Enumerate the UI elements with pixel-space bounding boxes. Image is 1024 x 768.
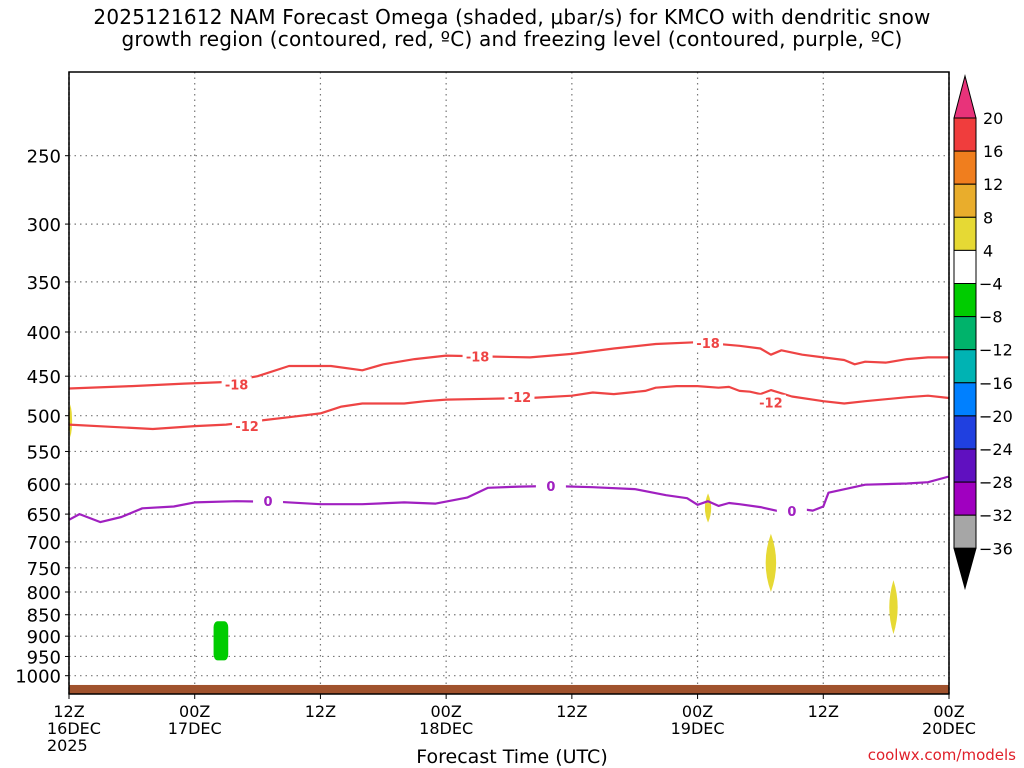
x-tick-label: 19DEC [671, 719, 725, 738]
x-tick-label: 12Z [808, 702, 839, 721]
y-tick-label: 350 [27, 273, 61, 294]
x-tick-label: 12Z [305, 702, 336, 721]
contour-label: -12 [235, 420, 259, 435]
contour-line [68, 385, 950, 431]
colorbar-label: −8 [979, 308, 1003, 327]
x-tick-label: 00Z [430, 702, 461, 721]
contour-label: -12 [508, 391, 532, 406]
x-tick-label: 17DEC [168, 719, 222, 738]
x-tick-label: 00Z [682, 702, 713, 721]
y-tick-label: 550 [27, 442, 61, 463]
contour-label-bg [253, 493, 284, 510]
credit-link[interactable]: coolwx.com/models [867, 746, 1016, 764]
colorbar-label: 8 [983, 208, 993, 227]
colorbar-label: 4 [983, 241, 993, 260]
colorbar-segment [953, 382, 977, 417]
colorbar-label: −12 [979, 341, 1013, 360]
x-tick-label: 16DEC [47, 719, 101, 738]
x-tick-label: 18DEC [419, 719, 473, 738]
colorbar-label: −24 [979, 440, 1013, 459]
y-tick-label: 850 [27, 606, 61, 627]
y-tick-label: 700 [27, 533, 61, 554]
x-tick-label: 2025 [47, 736, 88, 755]
colorbar-segment [953, 481, 977, 516]
contour-label-bg [755, 394, 786, 411]
contour-label: 0 [264, 495, 273, 510]
omega-shaded-region [889, 580, 898, 635]
x-tick-label: 20DEC [922, 719, 976, 738]
y-tick-label: 300 [27, 215, 61, 236]
chart-title-line1: 2025121612 NAM Forecast Omega (shaded, μ… [93, 5, 931, 29]
contour-label: 0 [787, 505, 796, 520]
contour-label-bg [462, 348, 493, 365]
colorbar-label: −32 [979, 506, 1013, 525]
contour-label-bg [504, 389, 535, 406]
contour-label-bg [693, 335, 724, 352]
y-tick-label: 650 [27, 505, 61, 526]
x-tick-label: 12Z [556, 702, 587, 721]
colorbar-label: −36 [979, 539, 1013, 558]
colorbar-segment [953, 216, 977, 251]
colorbar-segment [953, 117, 977, 152]
colorbar-segment [953, 514, 977, 549]
colorbar-label: −16 [979, 374, 1013, 393]
omega-shaded-region [213, 621, 229, 661]
x-tick-label: 00Z [179, 702, 210, 721]
colorbar-label: 20 [983, 109, 1003, 128]
colorbar-label: −20 [979, 407, 1013, 426]
x-tick-label: 00Z [933, 702, 964, 721]
y-tick-label: 950 [27, 647, 61, 668]
contour-label-bg [535, 477, 566, 494]
colorbar-label: −4 [979, 275, 1003, 294]
y-tick-label: 600 [27, 475, 61, 496]
y-tick-label: 400 [27, 323, 61, 344]
chart-title-line2: growth region (contoured, red, ºC) and f… [121, 27, 903, 51]
x-tick-label: 12Z [53, 702, 84, 721]
colorbar-segment [953, 249, 977, 284]
y-tick-label: 800 [27, 583, 61, 604]
y-tick-label: 1000 [15, 667, 61, 688]
x-axis-title: Forecast Time (UTC) [416, 746, 608, 768]
y-tick-label: 450 [27, 367, 61, 388]
contour-label-bg [232, 418, 263, 435]
colorbar-bottom-triangle [953, 547, 977, 591]
y-tick-label: 750 [27, 559, 61, 580]
omega-shaded-region [765, 533, 777, 592]
terrain-band [69, 684, 949, 694]
colorbar-segment [953, 283, 977, 318]
colorbar-label: 16 [983, 142, 1003, 161]
y-tick-label: 900 [27, 627, 61, 648]
contour-label: -18 [466, 351, 490, 366]
omega-shaded-region [69, 404, 73, 438]
contour-label-bg [776, 503, 807, 520]
colorbar-label: −28 [979, 473, 1013, 492]
chart-title: 2025121612 NAM Forecast Omega (shaded, μ… [0, 6, 1024, 50]
colorbar-segment [953, 415, 977, 450]
colorbar-top-triangle [953, 74, 977, 119]
contour-line [68, 341, 949, 390]
y-tick-label: 500 [27, 407, 61, 428]
contour-label: -18 [696, 337, 720, 352]
contour-label: 0 [546, 480, 555, 495]
colorbar-segment [953, 448, 977, 483]
contour-label: -18 [225, 378, 249, 393]
colorbar-segment [953, 316, 977, 351]
y-tick-label: 250 [27, 147, 61, 168]
contour-line [68, 475, 950, 524]
colorbar-segment [953, 150, 977, 185]
contour-label-bg [221, 376, 252, 393]
contour-label: -12 [759, 397, 783, 412]
colorbar-segment [953, 183, 977, 218]
colorbar-label: 12 [983, 175, 1003, 194]
colorbar-segment [953, 349, 977, 384]
